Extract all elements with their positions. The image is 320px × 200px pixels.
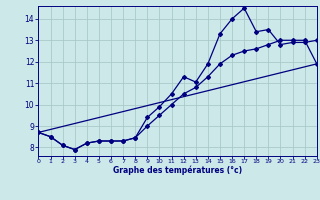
X-axis label: Graphe des températures (°c): Graphe des températures (°c) — [113, 166, 242, 175]
